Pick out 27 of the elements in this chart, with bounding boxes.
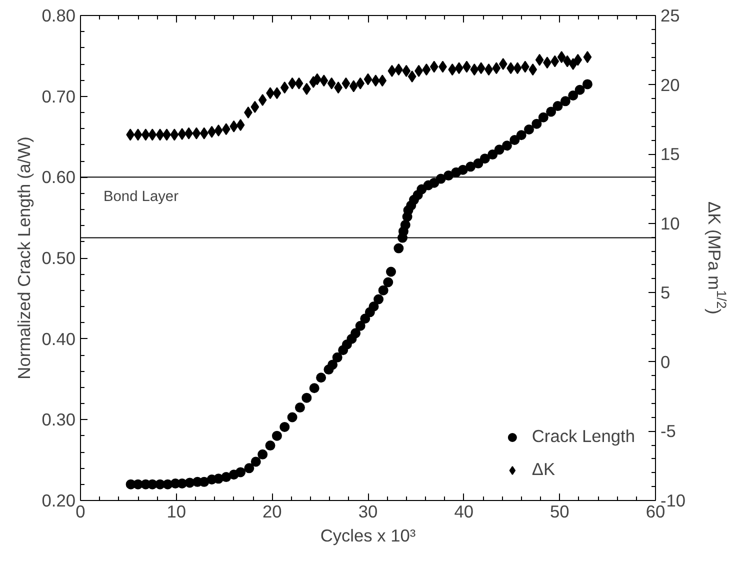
y-tick-label: 0.70 <box>42 86 76 106</box>
x-tick-label: 0 <box>76 502 86 522</box>
y2-tick-label: 5 <box>660 282 670 303</box>
legend-label: ΔK <box>532 459 556 480</box>
y2-tick-label: 10 <box>660 213 680 234</box>
y2-tick-label: 0 <box>660 352 670 372</box>
x-tick-label: 60 <box>646 502 666 522</box>
x-tick-label: 10 <box>166 502 186 522</box>
legend-label: Crack Length <box>532 426 635 447</box>
y2-tick-label: -5 <box>660 421 676 442</box>
y2-tick-label: 15 <box>660 144 680 164</box>
y2-tick-label: 20 <box>660 74 680 95</box>
y-tick-label: 0.30 <box>42 410 76 430</box>
x-tick-label: 40 <box>454 502 474 522</box>
y-tick-label: 0.20 <box>42 490 76 510</box>
y-tick-label: 0.50 <box>42 248 76 268</box>
x-tick-label: 20 <box>262 502 282 522</box>
x-axis-title: Cycles x 10³ <box>320 526 416 546</box>
y-tick-label: 0.40 <box>42 328 76 349</box>
y-axis-title: Normalized Crack Length (a/W) <box>14 136 34 380</box>
y-tick-label: 0.60 <box>42 167 76 188</box>
y-tick-label: 0.80 <box>42 6 76 26</box>
y2-axis-title: ΔK (MPa m1/2) <box>704 202 729 314</box>
x-tick-label: 50 <box>550 502 570 522</box>
y2-tick-label: 25 <box>660 6 680 26</box>
x-tick-label: 30 <box>358 502 378 522</box>
legend-label: Bond Layer <box>104 189 179 206</box>
